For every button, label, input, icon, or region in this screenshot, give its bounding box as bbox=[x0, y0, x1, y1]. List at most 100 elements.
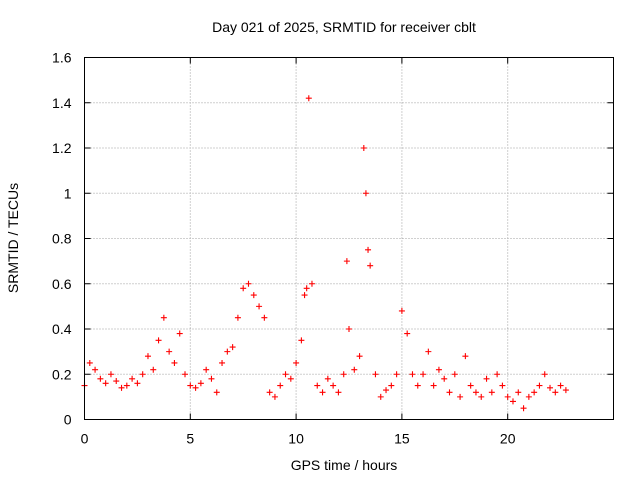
data-point bbox=[362, 190, 369, 197]
data-point bbox=[160, 314, 167, 321]
data-point bbox=[203, 366, 210, 373]
data-point bbox=[409, 371, 416, 378]
data-point bbox=[261, 314, 268, 321]
data-point bbox=[557, 382, 564, 389]
data-point bbox=[441, 375, 448, 382]
data-point bbox=[129, 375, 136, 382]
data-point bbox=[335, 389, 342, 396]
data-point bbox=[155, 337, 162, 344]
data-point bbox=[488, 389, 495, 396]
data-point bbox=[457, 393, 464, 400]
data-point bbox=[483, 375, 490, 382]
data-point bbox=[308, 280, 315, 287]
data-point bbox=[118, 384, 125, 391]
data-point bbox=[346, 326, 352, 332]
data-point bbox=[393, 371, 400, 378]
data-point bbox=[330, 382, 337, 389]
data-point bbox=[144, 353, 151, 360]
data-point bbox=[340, 371, 347, 378]
data-point bbox=[86, 359, 93, 366]
data-point bbox=[319, 389, 326, 396]
data-point bbox=[515, 389, 522, 396]
x-axis-label: GPS time / hours bbox=[291, 457, 398, 473]
y-tick-label: 1.4 bbox=[52, 95, 72, 111]
data-point bbox=[388, 382, 395, 389]
data-point bbox=[414, 382, 421, 389]
x-tick-label: 10 bbox=[288, 431, 304, 447]
data-point bbox=[97, 375, 104, 382]
data-point bbox=[525, 393, 532, 400]
data-point bbox=[547, 384, 554, 391]
data-point bbox=[541, 371, 548, 378]
data-point bbox=[113, 378, 120, 385]
data-point bbox=[451, 371, 458, 378]
y-tick-label: 0.2 bbox=[52, 366, 72, 382]
data-point bbox=[282, 371, 289, 378]
data-point bbox=[166, 348, 173, 355]
y-tick-label: 0 bbox=[64, 412, 72, 428]
x-tick-label: 15 bbox=[394, 431, 410, 447]
data-point bbox=[536, 382, 543, 389]
x-tick-label: 20 bbox=[500, 431, 516, 447]
data-point bbox=[134, 380, 141, 387]
x-tick-label: 0 bbox=[81, 431, 89, 447]
data-point bbox=[266, 389, 273, 396]
data-point bbox=[478, 393, 485, 400]
y-tick-label: 0.4 bbox=[52, 321, 72, 337]
data-point bbox=[245, 280, 252, 287]
data-point bbox=[305, 95, 312, 102]
x-tick-label: 5 bbox=[186, 431, 194, 447]
data-point bbox=[102, 380, 109, 387]
data-point bbox=[298, 337, 305, 344]
data-point bbox=[240, 285, 247, 292]
data-point bbox=[467, 382, 474, 389]
data-point bbox=[187, 382, 194, 389]
data-point bbox=[150, 366, 157, 373]
data-point bbox=[367, 262, 374, 269]
data-point bbox=[430, 382, 437, 389]
y-tick-label: 1 bbox=[64, 185, 72, 201]
data-point bbox=[176, 330, 183, 337]
data-point bbox=[182, 371, 189, 378]
data-point bbox=[277, 382, 284, 389]
y-tick-label: 1.2 bbox=[52, 140, 72, 156]
data-point bbox=[234, 314, 241, 321]
data-point bbox=[171, 359, 178, 366]
data-point bbox=[446, 389, 453, 396]
data-point bbox=[504, 393, 511, 400]
data-point bbox=[229, 344, 236, 351]
data-point bbox=[425, 348, 432, 355]
data-point bbox=[303, 285, 310, 292]
y-tick-label: 0.6 bbox=[52, 276, 72, 292]
y-axis-label: SRMTID / TECUs bbox=[5, 183, 21, 293]
data-point bbox=[250, 292, 257, 299]
data-point bbox=[219, 359, 226, 366]
data-point bbox=[472, 389, 479, 396]
data-point bbox=[531, 389, 538, 396]
data-point bbox=[192, 384, 199, 391]
chart-title: Day 021 of 2025, SRMTID for receiver cbl… bbox=[212, 19, 476, 35]
data-point bbox=[92, 366, 99, 373]
data-point bbox=[107, 371, 114, 378]
data-point bbox=[462, 353, 469, 360]
data-point bbox=[208, 375, 215, 382]
data-point bbox=[494, 371, 501, 378]
data-point bbox=[197, 380, 204, 387]
data-point bbox=[365, 246, 372, 253]
data-point bbox=[552, 389, 559, 396]
data-point bbox=[287, 375, 294, 382]
tick-labels: 0 0.2 0.4 0.6 0.8 1 1.2 1.4 1.6 0 5 10 15 20 bbox=[52, 50, 516, 447]
data-point bbox=[324, 375, 331, 382]
data-point bbox=[224, 348, 231, 355]
data-point bbox=[377, 393, 384, 400]
data-point bbox=[123, 382, 130, 389]
plot-frame bbox=[84, 57, 614, 420]
y-tick-label: 0.8 bbox=[52, 231, 72, 247]
data-point bbox=[301, 292, 308, 299]
data-point bbox=[383, 387, 390, 394]
data-point bbox=[435, 366, 442, 373]
data-point bbox=[293, 359, 300, 366]
data-point bbox=[213, 389, 220, 396]
